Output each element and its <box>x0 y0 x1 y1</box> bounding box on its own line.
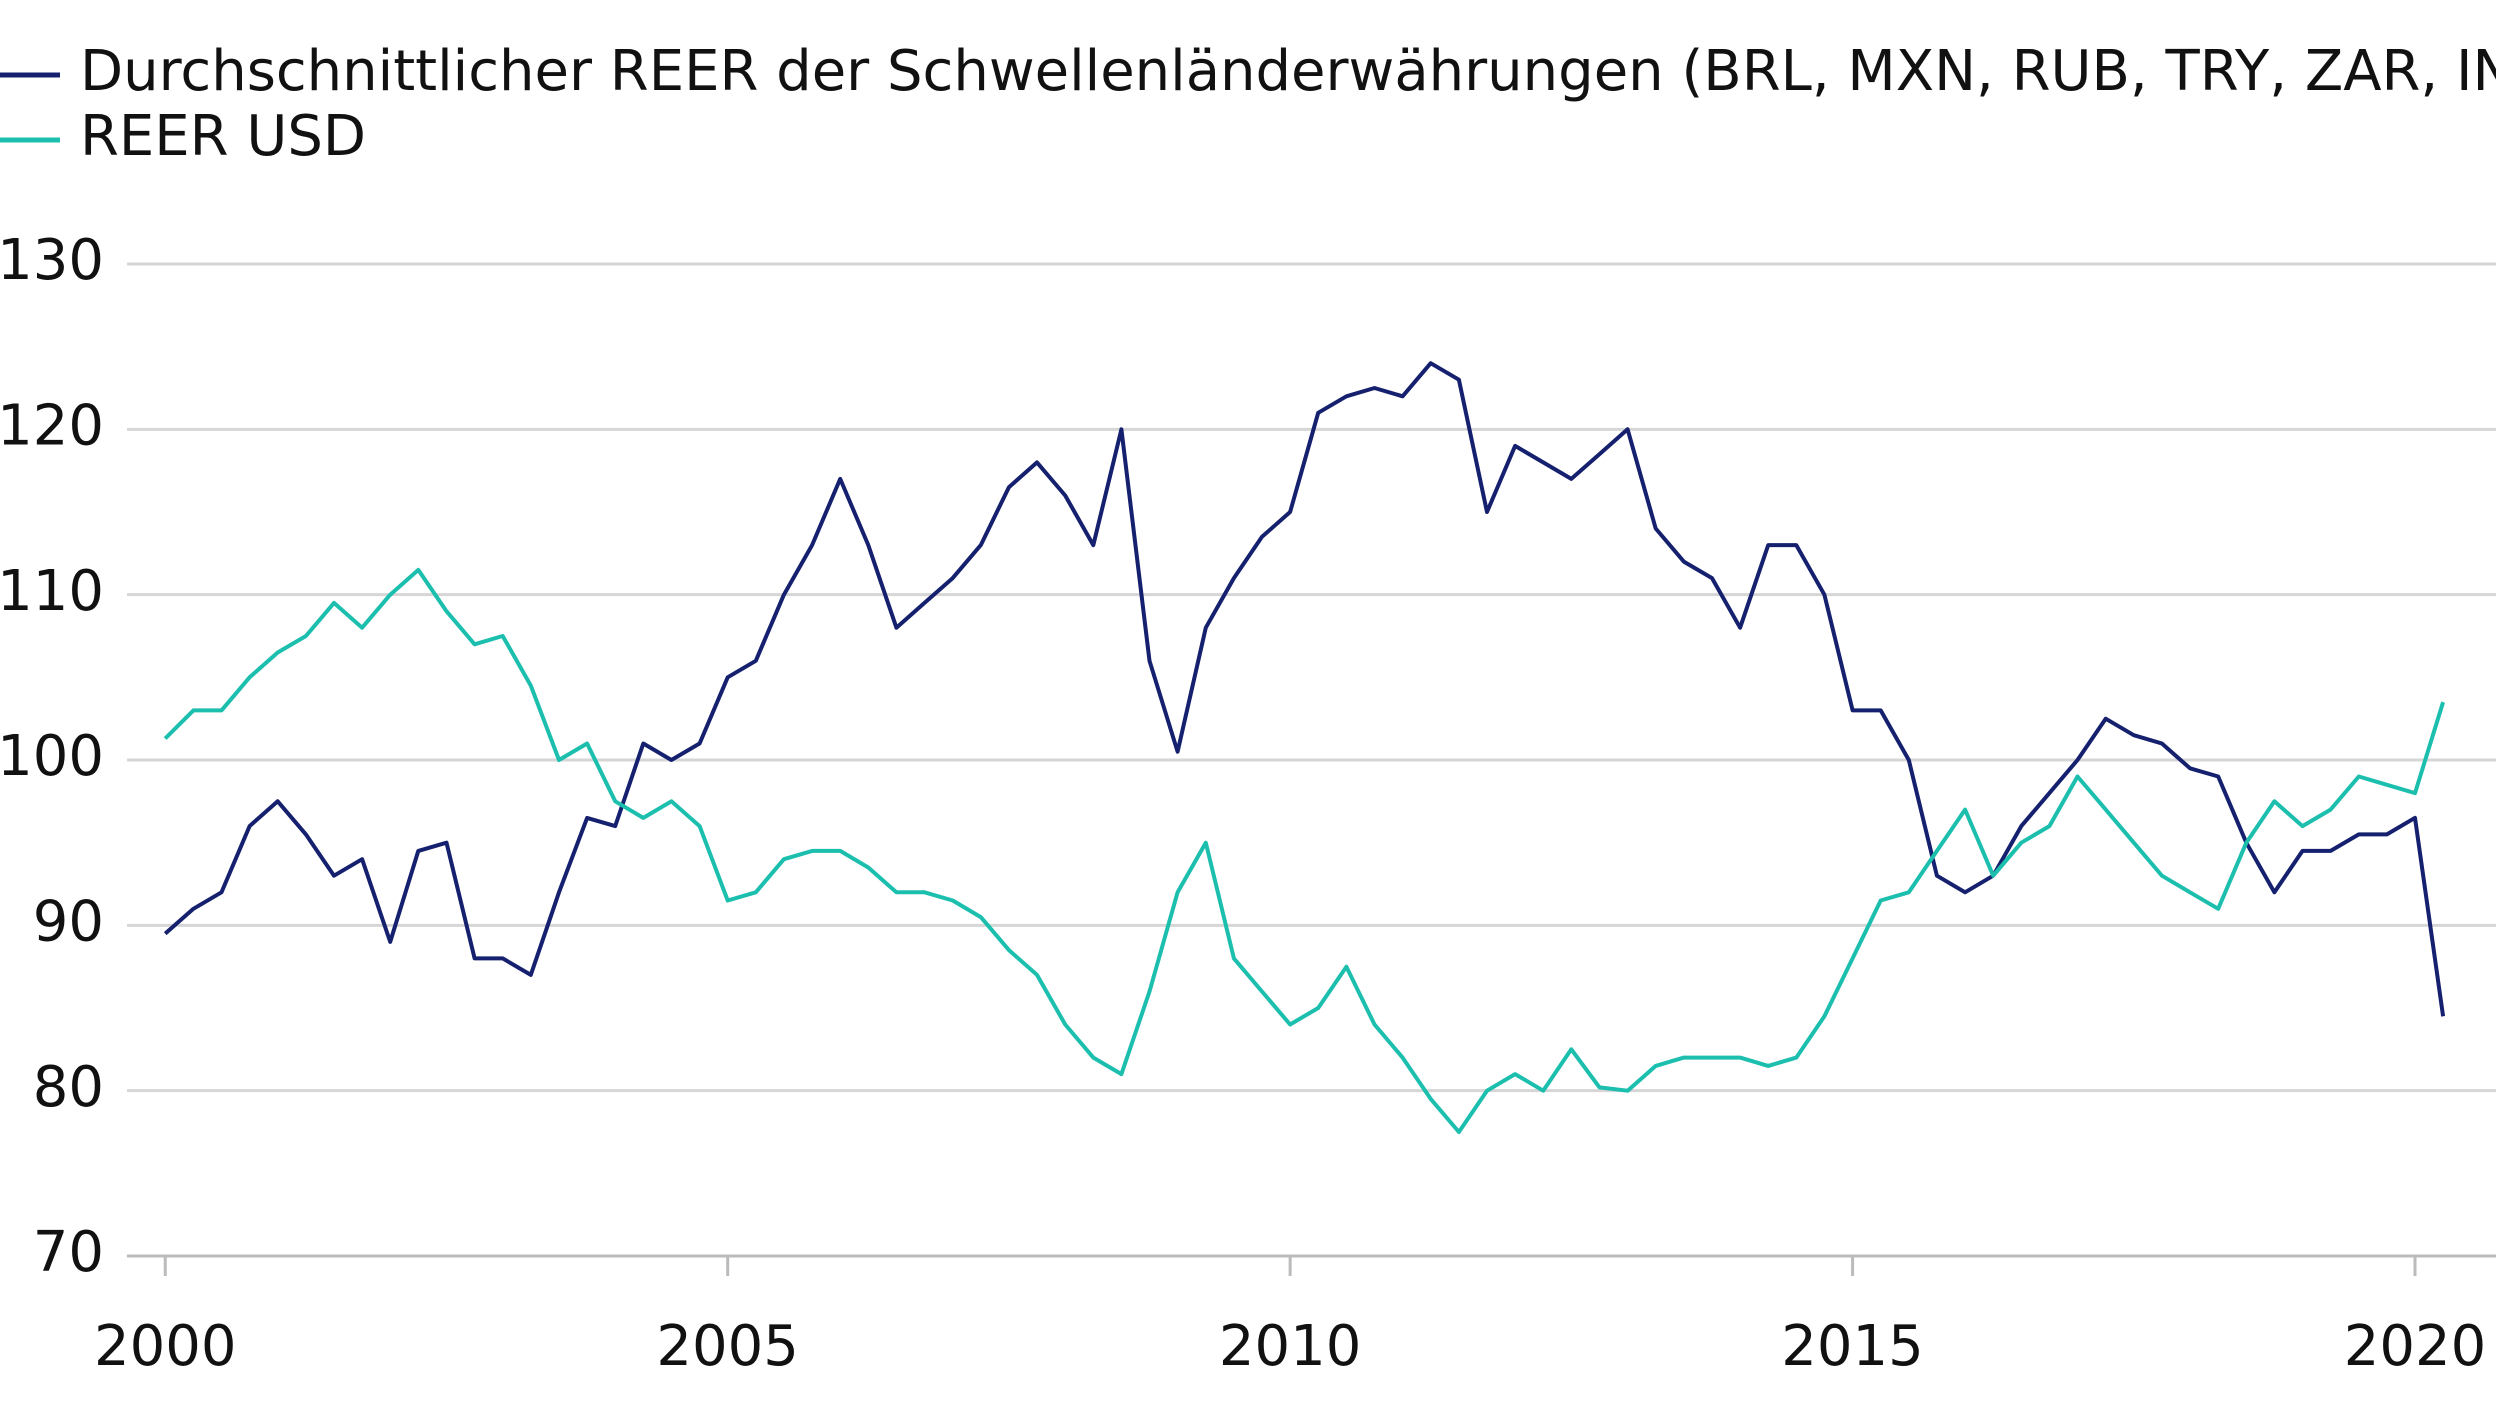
y-tick-label: 100 <box>0 724 104 789</box>
x-tick-label: 2020 <box>2344 1314 2487 1379</box>
x-tick-label: 2000 <box>94 1314 237 1379</box>
series-line <box>163 361 2446 1017</box>
y-tick-label: 110 <box>0 559 104 624</box>
y-tick-label: 90 <box>33 889 104 954</box>
y-tick-label: 80 <box>33 1055 104 1120</box>
y-tick-label: 120 <box>0 393 104 458</box>
x-tick-label: 2015 <box>1781 1314 1924 1379</box>
legend-label: REER USD <box>80 104 366 169</box>
legend-label: Durchschnittlicher REER der Schwellenlän… <box>80 39 2496 104</box>
x-tick-label: 2010 <box>1219 1314 1362 1379</box>
y-tick-label: 130 <box>0 228 104 293</box>
x-tick-label: 2005 <box>656 1314 799 1379</box>
y-tick-label: 70 <box>33 1220 104 1285</box>
series-line <box>163 567 2446 1134</box>
